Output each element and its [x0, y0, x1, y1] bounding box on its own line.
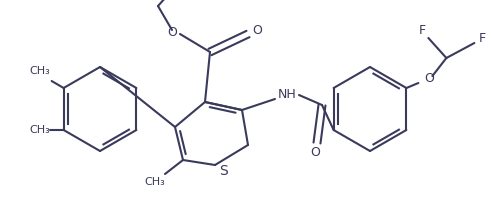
- Text: O: O: [252, 25, 262, 38]
- Text: F: F: [419, 23, 426, 36]
- Text: NH: NH: [278, 89, 296, 102]
- Text: CH₃: CH₃: [29, 66, 50, 76]
- Text: S: S: [218, 164, 227, 178]
- Text: CH₃: CH₃: [144, 177, 165, 187]
- Text: CH₃: CH₃: [29, 125, 50, 135]
- Text: O: O: [310, 146, 320, 158]
- Text: F: F: [479, 31, 486, 44]
- Text: O: O: [167, 26, 177, 38]
- Text: O: O: [424, 71, 434, 84]
